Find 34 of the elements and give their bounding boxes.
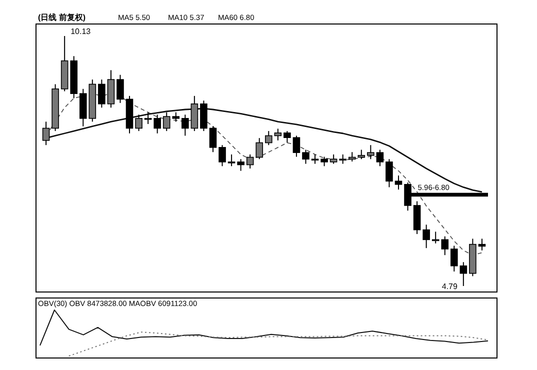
candlestick (182, 114, 189, 136)
candlestick (478, 238, 486, 251)
candlestick (330, 154, 338, 164)
candlestick (441, 236, 449, 256)
candlestick (264, 130, 272, 146)
candlestick (218, 144, 226, 167)
candlestick (274, 128, 282, 141)
candlestick (394, 175, 402, 190)
candlestick (320, 156, 328, 167)
candlestick (339, 154, 346, 164)
candlestick (284, 130, 291, 144)
candlestick (422, 224, 430, 249)
candlestick (450, 245, 458, 272)
candlestick (367, 144, 374, 160)
candlestick (386, 158, 393, 188)
candlestick (154, 114, 161, 134)
candlestick (144, 112, 152, 125)
candlestick (98, 79, 106, 108)
candlestick (237, 158, 244, 172)
candlestick (256, 138, 264, 160)
candlestick (246, 154, 254, 169)
chart-title: (日线 前复权) (38, 13, 86, 22)
annotation: 4.79 (442, 282, 458, 291)
candlestick (302, 149, 310, 164)
candlestick (42, 121, 50, 146)
candlestick (460, 262, 468, 286)
candlestick (311, 154, 319, 164)
candlestick (135, 114, 142, 132)
candlestick (116, 74, 124, 104)
candlestick (228, 154, 236, 167)
candlestick (292, 135, 300, 158)
candlestick (376, 149, 384, 167)
candlestick (209, 126, 217, 153)
annotation: 10.13 (70, 27, 92, 36)
